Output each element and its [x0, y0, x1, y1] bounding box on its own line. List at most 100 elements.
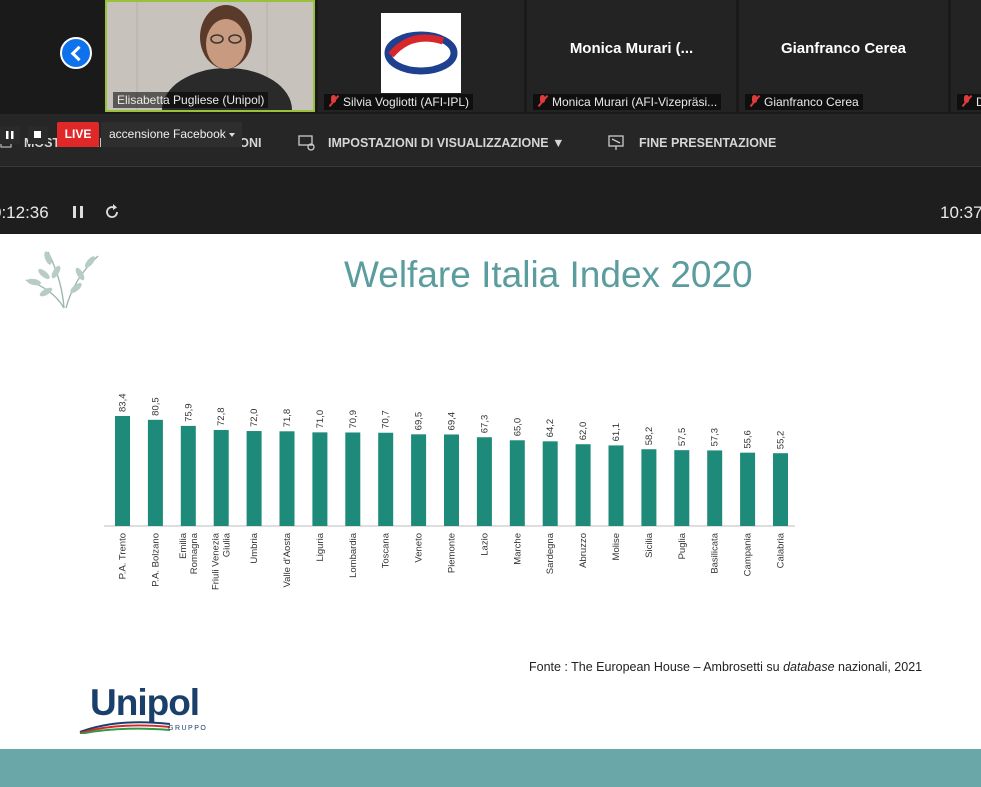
unipol-logo: Unipol GRUPPO [78, 682, 208, 740]
category-label: Campania [743, 532, 754, 576]
end-presentation-button[interactable]: FINE PRESENTAZIONE [639, 136, 777, 150]
muted-mic-icon [537, 95, 548, 107]
bar-value-label: 55,2 [776, 431, 787, 450]
chart-bar [345, 432, 361, 526]
bar-value-label: 61,1 [611, 423, 622, 442]
chart-bar [674, 450, 690, 526]
bar-chart: 83,4 P.A. Trento 80,5 P.A. Bolzano 75,9 Emili… [104, 394, 795, 590]
bar-value-label: 57,5 [677, 428, 688, 447]
category-label: Umbria [249, 532, 260, 563]
participant-tile[interactable]: D [951, 0, 981, 112]
category-label: P.A. Bolzano [150, 533, 161, 587]
category-label: Valle d'Aosta [282, 532, 293, 587]
category-label: P.A. Trento [118, 533, 129, 579]
chart-bar [147, 419, 163, 526]
category-label: Romagna [189, 532, 200, 574]
chart-bar [411, 434, 427, 526]
participant-tile-logo[interactable]: Silvia Vogliotti (AFI-IPL) [318, 0, 524, 112]
pause-stream-icon[interactable] [0, 126, 20, 144]
chart-bar [378, 432, 394, 526]
slide-footer-band [0, 749, 981, 787]
muted-mic-icon [961, 95, 972, 107]
bar-value-label: 69,4 [447, 412, 458, 431]
chart-bar [476, 437, 492, 526]
chart-bar [213, 429, 229, 526]
bar-value-label: 70,9 [348, 410, 359, 429]
display-settings-icon [298, 135, 316, 156]
chart-bar [180, 425, 196, 526]
participant-tile[interactable]: Gianfranco Cerea Gianfranco Cerea [739, 0, 948, 112]
category-label: Basilicata [710, 532, 721, 573]
olive-branch-icon [25, 251, 99, 309]
category-label: Lazio [479, 533, 490, 556]
category-label: Lombardia [348, 532, 359, 578]
participant-name: D [957, 94, 981, 110]
current-clock: 10:37 [940, 203, 981, 222]
category-label: Toscana [381, 532, 392, 568]
category-label: Giulia [222, 532, 233, 557]
bar-value-label: 75,9 [183, 403, 194, 422]
category-label: Sardegna [545, 532, 556, 574]
participant-tile[interactable]: Monica Murari (... Monica Murari (AFI-Vi… [527, 0, 736, 112]
bar-value-label: 72,0 [249, 409, 260, 428]
category-label: Liguria [315, 532, 326, 561]
category-label: Emilia [178, 532, 189, 559]
chart-bar [608, 445, 624, 526]
participant-tile-video[interactable]: Elisabetta Pugliese (Unipol) [105, 0, 315, 112]
bar-value-label: 80,5 [150, 397, 161, 416]
end-presentation-icon [608, 135, 626, 156]
bar-value-label: 71,0 [315, 410, 326, 429]
bar-value-label: 70,7 [381, 410, 392, 429]
category-label: Friuli Venezia [211, 532, 222, 590]
presentation-slide: Welfare Italia Index 2020 83,4 P.A. Trent… [0, 234, 981, 787]
chart-bar [509, 440, 525, 526]
slide-title: Welfare Italia Index 2020 [344, 254, 753, 295]
bar-value-label: 62,0 [578, 422, 589, 441]
category-label: Molise [611, 533, 622, 560]
bar-value-label: 65,0 [512, 418, 523, 437]
chart-bar [312, 432, 328, 526]
bar-value-label: 72,8 [216, 407, 227, 426]
reset-timer-icon[interactable] [105, 204, 121, 225]
participant-name: Gianfranco Cerea [745, 94, 863, 110]
chart-bar [641, 449, 657, 526]
bar-value-label: 64,2 [545, 419, 556, 438]
bar-value-label: 69,5 [414, 412, 425, 431]
chart-bar [279, 431, 295, 526]
organization-logo-icon [381, 13, 461, 93]
chart-bar [246, 431, 262, 526]
bar-value-label: 71,8 [282, 409, 293, 428]
elapsed-time: 0:12:36 [0, 203, 49, 222]
dropdown-caret-icon [229, 133, 235, 137]
muted-mic-icon [749, 95, 760, 107]
category-label: Abruzzo [578, 533, 589, 568]
participant-display-name: Monica Murari (... [569, 40, 694, 57]
stream-target-label: accensione Facebook [109, 127, 226, 141]
participant-name: Silvia Vogliotti (AFI-IPL) [324, 94, 474, 110]
chart-bar [575, 444, 591, 526]
chart-bar [707, 450, 723, 526]
previous-page-button[interactable] [60, 37, 92, 69]
bar-value-label: 67,3 [479, 415, 490, 434]
display-settings-button[interactable]: IMPOSTAZIONI DI VISUALIZZAZIONE ▼ [328, 136, 565, 150]
pause-timer-icon[interactable] [71, 204, 85, 225]
logo-subtitle: GRUPPO [168, 725, 208, 732]
bar-value-label: 55,6 [743, 430, 754, 449]
participant-name: Elisabetta Pugliese (Unipol) [113, 92, 269, 108]
chart-bar [444, 434, 459, 526]
chart-bar [773, 453, 788, 526]
chart-bar [740, 452, 756, 526]
stop-stream-icon[interactable] [28, 126, 48, 144]
chart-bar [542, 441, 558, 526]
muted-mic-icon [328, 95, 339, 107]
logo-wordmark: Unipol [90, 682, 200, 723]
category-label: Piemonte [447, 533, 458, 573]
participant-strip: Elisabetta Pugliese (Unipol) Silvia Vogl… [0, 0, 981, 114]
chart-source-note: Fonte : The European House – Ambrosetti … [529, 660, 923, 674]
logo-swoosh-icon [79, 721, 171, 734]
chart-bar [115, 416, 130, 526]
stream-target-dropdown[interactable]: accensione Facebook [101, 122, 242, 147]
bar-value-label: 58,2 [644, 427, 655, 446]
presentation-timer-bar: 0:12:36 10:37 [0, 167, 981, 233]
bar-value-label: 83,4 [118, 394, 129, 413]
